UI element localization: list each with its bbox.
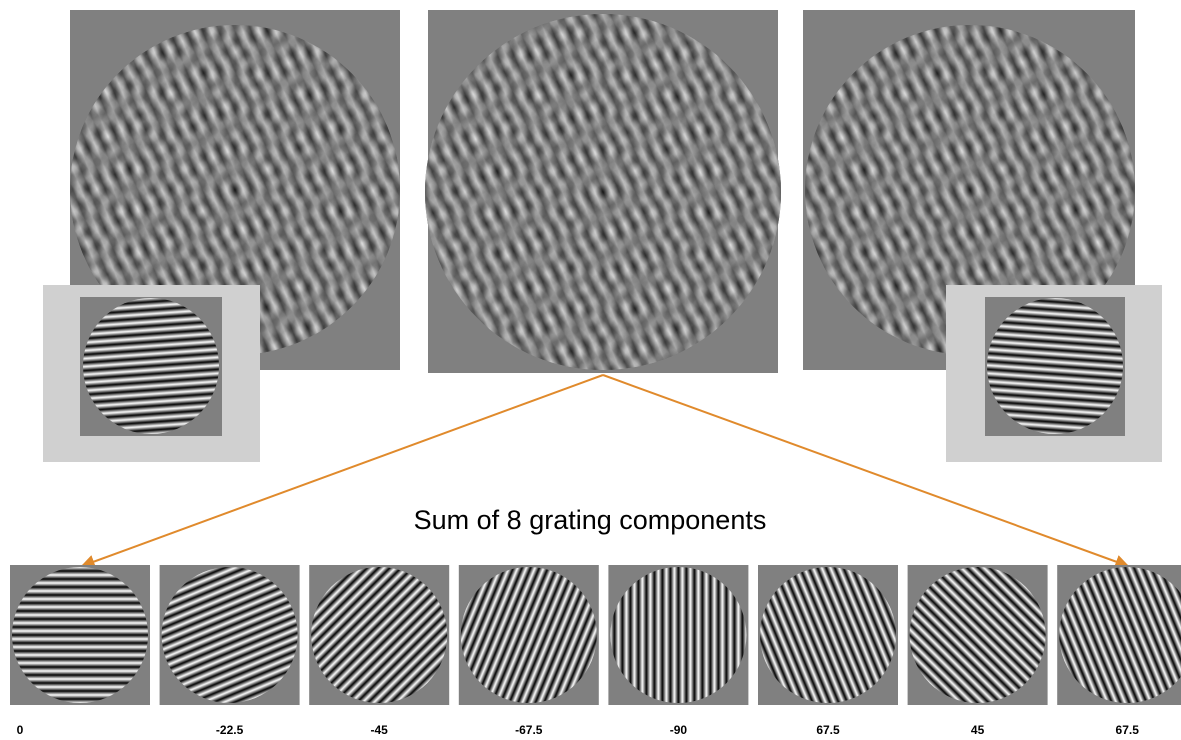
grating-label: 67.5 (1116, 723, 1140, 737)
grating-label: -67.5 (515, 723, 543, 737)
plaid (425, 14, 781, 370)
grating-label: -45 (371, 723, 389, 737)
grating (12, 567, 148, 703)
grating-label: 67.5 (816, 723, 840, 737)
grating (910, 567, 1046, 703)
grating-label: 0 (17, 723, 24, 737)
figure: Sum of 8 grating components 0 -22.5 -45 -67… (0, 0, 1181, 740)
grating (610, 567, 746, 703)
grating (461, 567, 597, 703)
grating (162, 567, 298, 703)
inset-grating (987, 298, 1123, 434)
grating-label: -90 (670, 723, 688, 737)
grating (760, 567, 896, 703)
grating-row: 0 -22.5 -45 -67.5 -90 67.5 45 67.5 (10, 565, 1181, 737)
grating-label: 45 (971, 723, 985, 737)
grating-label: -22.5 (216, 723, 244, 737)
caption: Sum of 8 grating components (414, 505, 767, 535)
inset-grating (83, 298, 219, 434)
grating (311, 567, 447, 703)
plaid-component (425, 14, 781, 370)
